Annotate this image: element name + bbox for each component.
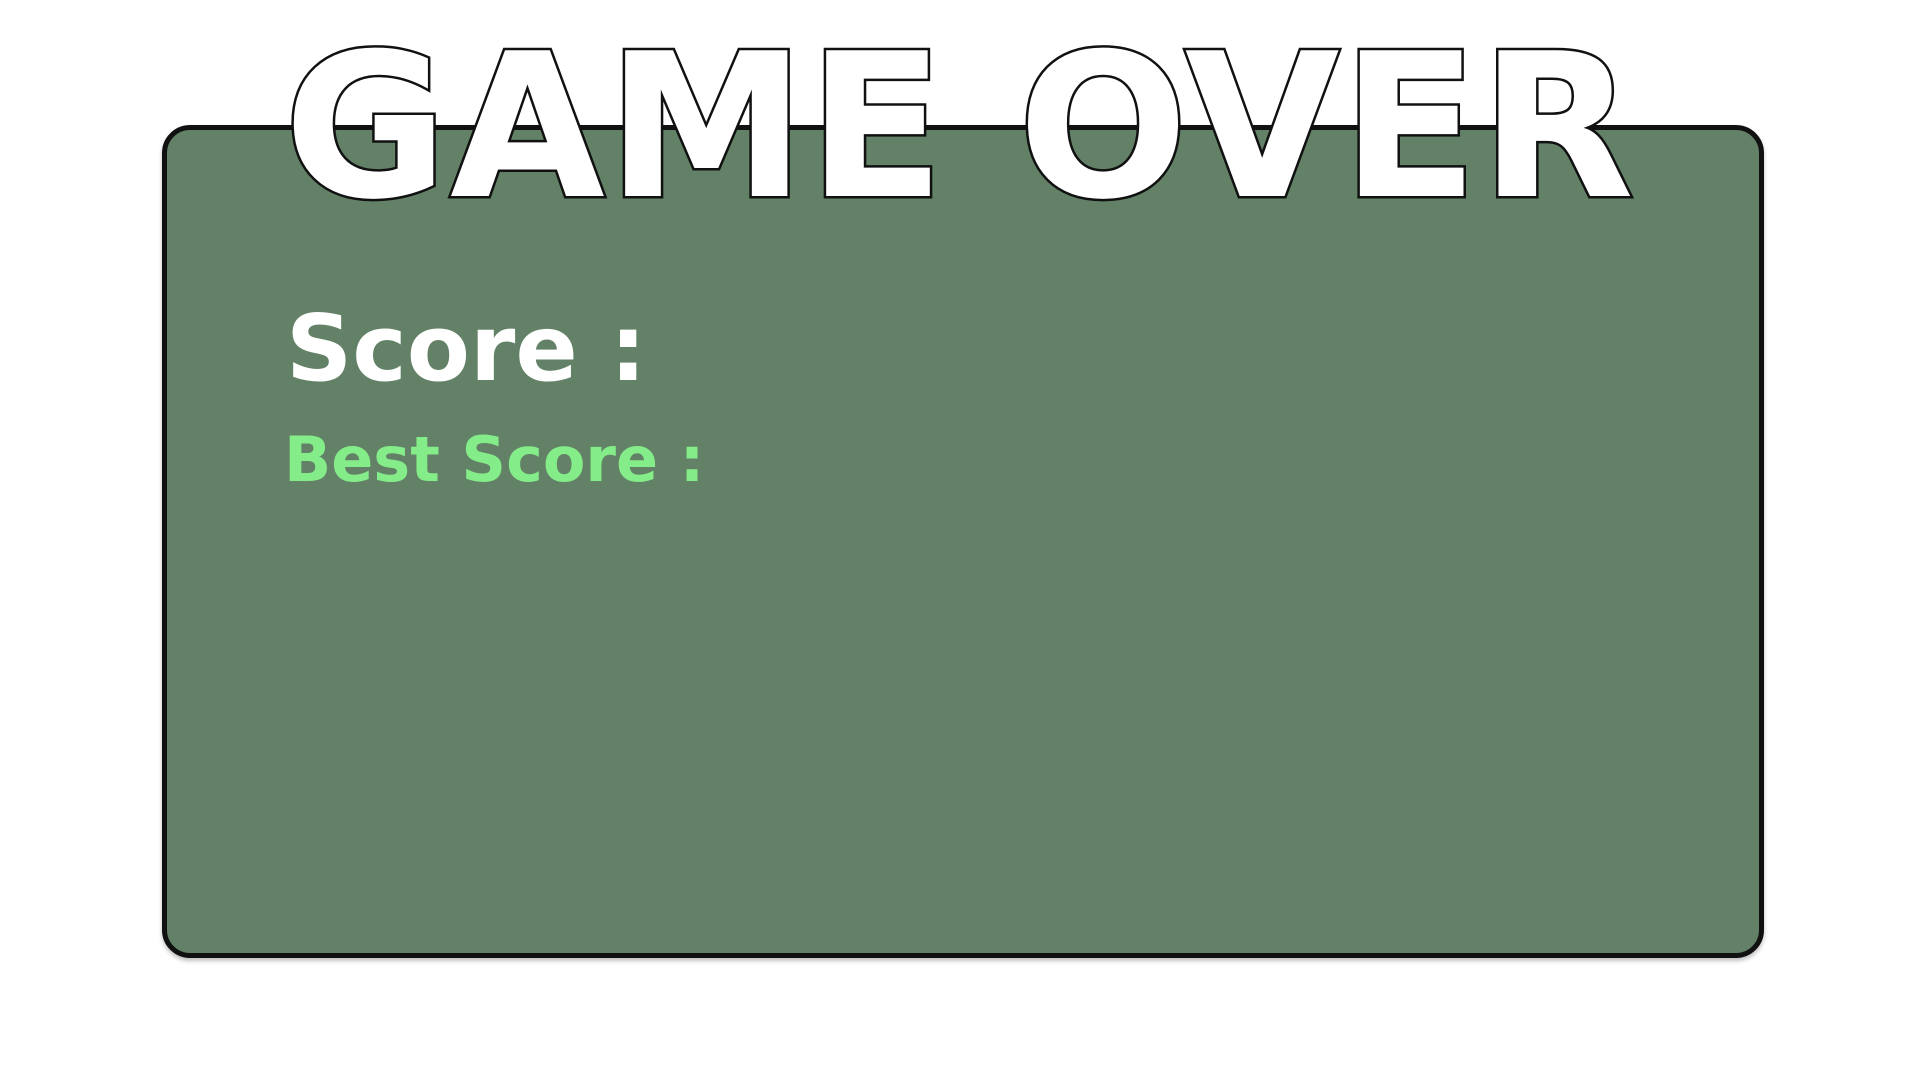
best-score-label: Best Score : xyxy=(284,423,705,496)
score-label: Score : xyxy=(286,295,647,402)
game-over-title: GAME OVER xyxy=(281,11,1637,244)
game-over-panel xyxy=(162,125,1764,958)
